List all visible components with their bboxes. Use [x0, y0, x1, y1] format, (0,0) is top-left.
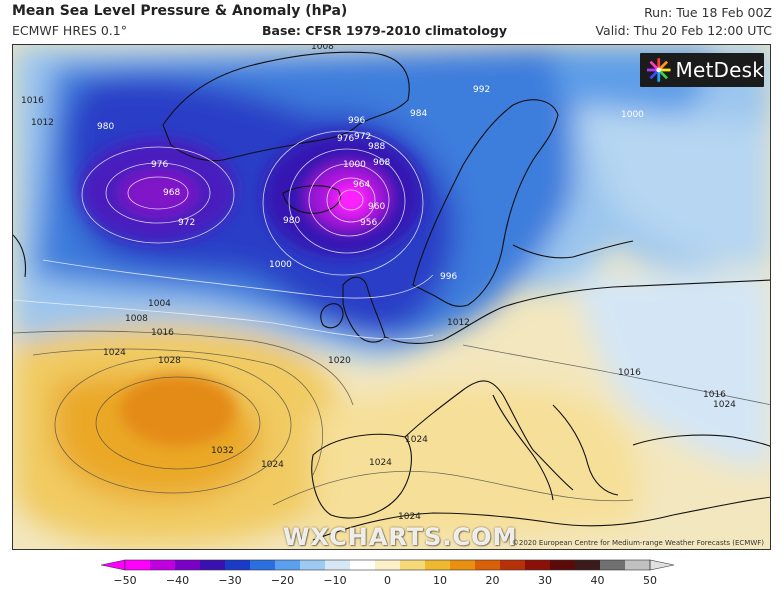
isobar-label: 992 [473, 85, 490, 95]
isobars-high [13, 330, 770, 506]
colorbar-cell [425, 560, 451, 570]
colorbar-cell [125, 560, 151, 570]
colorbar-cell [325, 560, 351, 570]
colorbar-tick-label: −30 [218, 574, 241, 587]
colorbar-cell [375, 560, 401, 570]
isobar-label: 956 [360, 218, 377, 228]
metdesk-logo: MetDesk [640, 53, 764, 87]
isobar-label: 1016 [703, 390, 726, 400]
isobar-label: 972 [178, 218, 195, 228]
colorbar-tick-label: −50 [113, 574, 136, 587]
colorbar-cells [100, 559, 675, 571]
anomaly-colorbar: −50 −40 −30 −20 −10 0 10 20 30 40 50 [100, 559, 675, 587]
isobar-label: 1016 [151, 328, 174, 338]
isobar-label: 984 [410, 109, 427, 119]
isobar-label: 1032 [211, 446, 234, 456]
run-time-label: Run: Tue 18 Feb 00Z [644, 5, 772, 20]
isobar-label: 968 [373, 158, 390, 168]
metdesk-logo-text: MetDesk [675, 58, 764, 82]
isobar-label: 996 [440, 272, 457, 282]
model-label: ECMWF HRES 0.1° [12, 23, 127, 38]
climatology-base-label: Base: CFSR 1979-2010 climatology [262, 23, 508, 38]
isobars-low [13, 130, 434, 340]
colorbar-cell [575, 560, 601, 570]
isobar-label: 1004 [148, 299, 171, 309]
isobar-label: 980 [97, 122, 114, 132]
isobar-label: 988 [368, 142, 385, 152]
colorbar-cell [225, 560, 251, 570]
pressure-anomaly-map: 1016 1012 980 976 968 972 988 996 1008 1000 992 984… [12, 44, 771, 550]
valid-time-label: Valid: Thu 20 Feb 12:00 UTC [595, 23, 772, 38]
isobar-label: 1000 [343, 160, 366, 170]
colorbar-cell [150, 560, 176, 570]
isobar-label: 1024 [713, 400, 736, 410]
chart-title: Mean Sea Level Pressure & Anomaly (hPa) [12, 3, 348, 19]
isobar-label: 980 [283, 216, 300, 226]
colorbar-cell [525, 560, 551, 570]
isobar-label: 1000 [621, 110, 644, 120]
colorbar-cell [475, 560, 501, 570]
isobar-label: 996 [348, 116, 365, 126]
colorbar-cell [550, 560, 576, 570]
isobar-label: 1016 [21, 96, 44, 106]
isobar-label: 1000 [269, 260, 292, 270]
isobar-label: 1024 [261, 460, 284, 470]
coastlines [13, 51, 770, 541]
colorbar-cell [275, 560, 301, 570]
colorbar-tick-label: −40 [166, 574, 189, 587]
colorbar-cell [350, 560, 376, 570]
isobar-label: 976 [337, 134, 354, 144]
colorbar-tick-label: 30 [538, 574, 552, 587]
isobar-label: 1024 [103, 348, 126, 358]
isobar-label: 972 [354, 132, 371, 142]
colorbar-tick-label: 20 [486, 574, 500, 587]
colorbar-tick-label: 50 [643, 574, 657, 587]
colorbar-tick-label: −20 [271, 574, 294, 587]
colorbar-cell [500, 560, 526, 570]
isobar-label: 1016 [618, 368, 641, 378]
isobar-label: 976 [151, 160, 168, 170]
isobar-label: 1008 [125, 314, 148, 324]
colorbar-tick-label: 10 [433, 574, 447, 587]
isobar-label: 960 [368, 202, 385, 212]
isobar-label: 1024 [398, 512, 421, 522]
colorbar-cell [625, 560, 651, 570]
isobar-label: 1028 [158, 356, 181, 366]
copyright-notice: ©2020 European Centre for Medium-range W… [511, 539, 764, 547]
metdesk-star-icon [646, 58, 671, 82]
isobar-label: 968 [163, 188, 180, 198]
colorbar-tick-label: 0 [384, 574, 391, 587]
isobar-label: 1012 [447, 318, 470, 328]
isobar-label: 1020 [328, 356, 351, 366]
colorbar-max-arrow [649, 559, 675, 571]
isobar-label: 1012 [31, 118, 54, 128]
isobar-label: 964 [353, 180, 370, 190]
isobar-label: 1024 [405, 435, 428, 445]
colorbar-min-arrow [100, 559, 126, 571]
isobar-label: 1024 [369, 458, 392, 468]
colorbar-cell [400, 560, 426, 570]
colorbar-tick-label: 40 [591, 574, 605, 587]
isobar-label: 1008 [311, 45, 334, 52]
colorbar-cell [175, 560, 201, 570]
colorbar-tick-labels: −50 −40 −30 −20 −10 0 10 20 30 40 50 [113, 574, 657, 587]
colorbar-cell [300, 560, 326, 570]
colorbar-cell [200, 560, 226, 570]
colorbar-cell [250, 560, 276, 570]
wxcharts-watermark: WXCHARTS.COM [283, 523, 518, 550]
colorbar-tick-label: −10 [323, 574, 346, 587]
colorbar-cell [450, 560, 476, 570]
colorbar-cell [600, 560, 626, 570]
